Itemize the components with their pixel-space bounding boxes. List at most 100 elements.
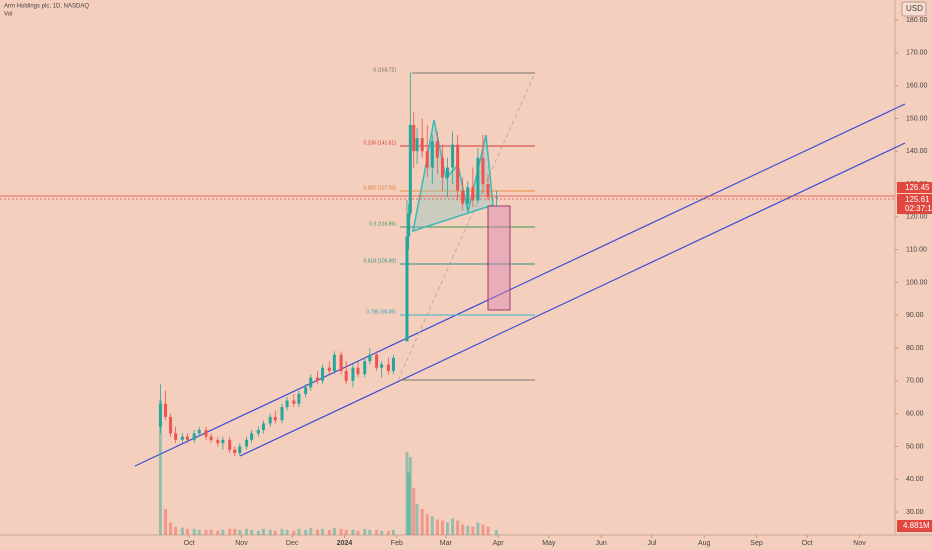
- candle-body: [412, 124, 416, 152]
- candle-body: [451, 144, 455, 168]
- y-tick-label: 160.00: [906, 82, 928, 89]
- candle-body: [466, 187, 470, 204]
- volume-bar: [174, 526, 178, 535]
- currency[interactable]: USD: [906, 4, 923, 13]
- volume-bar: [163, 509, 167, 535]
- candle-body: [332, 354, 336, 371]
- volume-bar: [209, 529, 213, 535]
- volume-bar: [169, 522, 173, 535]
- volume-bar: [273, 530, 277, 535]
- y-tick-label: 170.00: [906, 50, 928, 57]
- candle-body: [216, 439, 220, 444]
- x-tick-label: Mar: [440, 540, 453, 547]
- candle-body: [407, 213, 411, 237]
- candle-body: [435, 141, 439, 158]
- volume-bar: [285, 529, 289, 535]
- x-tick-label: Apr: [493, 540, 505, 547]
- volume-bar: [430, 516, 434, 535]
- candle-body: [440, 157, 444, 178]
- target-box: [487, 205, 511, 311]
- candle-body: [185, 436, 189, 440]
- volume-bar: [185, 528, 189, 535]
- volume-bar: [494, 529, 498, 535]
- candle-body: [304, 387, 308, 394]
- volume-bar: [412, 488, 416, 535]
- volume-bar: [446, 522, 449, 535]
- candle-body: [285, 400, 289, 408]
- x-tick-label: Nov: [853, 540, 866, 547]
- volume-bar: [405, 451, 409, 535]
- candle-body: [315, 377, 319, 381]
- countdown: 02:37:12: [905, 204, 932, 213]
- candle-body: [163, 403, 167, 417]
- volume-bar: [391, 529, 395, 535]
- candle-body: [344, 370, 348, 381]
- price-tag-text: 125.61: [905, 195, 930, 204]
- volume-bar: [375, 529, 379, 535]
- volume-bar: [280, 528, 284, 535]
- candle-body: [261, 423, 265, 431]
- candle-body: [415, 138, 419, 152]
- volume-bar: [380, 530, 384, 535]
- x-tick-label: Jun: [596, 540, 607, 547]
- volume-bar: [363, 528, 367, 535]
- y-tick-label: 30.00: [906, 509, 924, 516]
- candle-body: [174, 433, 178, 440]
- candle-body: [209, 436, 213, 440]
- candle-body: [180, 436, 184, 440]
- volume-bar: [261, 528, 265, 535]
- volume-bar: [158, 399, 162, 535]
- x-tick-label: 2024: [337, 540, 353, 547]
- volume-bar: [321, 528, 325, 535]
- candle-body: [273, 416, 277, 421]
- volume-bar: [420, 509, 424, 535]
- candle-body: [297, 393, 301, 404]
- volume-bar: [309, 527, 313, 535]
- volume-bar: [228, 528, 232, 535]
- fib-label: 0 (163.72): [373, 67, 396, 73]
- volume-bar: [486, 526, 490, 535]
- volume-bar: [216, 530, 220, 535]
- x-tick-label: Aug: [698, 540, 711, 547]
- candle-body: [256, 430, 260, 434]
- candle-body: [169, 416, 173, 434]
- candle-body: [368, 354, 372, 362]
- candle-body: [408, 124, 412, 214]
- volume-bar: [440, 520, 444, 535]
- x-tick-label: Sep: [750, 540, 763, 547]
- volume-bar: [268, 529, 272, 535]
- volume-bar: [250, 529, 254, 535]
- y-tick-label: 50.00: [906, 443, 924, 450]
- volume-bar: [451, 518, 455, 535]
- x-tick-label: Nov: [235, 540, 248, 547]
- volume-tag-text: 4.881M: [903, 521, 930, 530]
- volume-bar: [466, 525, 470, 535]
- volume-bar: [356, 530, 360, 535]
- volume-bar: [481, 524, 485, 535]
- candle-body: [197, 430, 201, 434]
- volume-bar: [344, 529, 348, 535]
- volume-bar: [315, 529, 319, 535]
- candle-body: [391, 357, 395, 371]
- volume-bar: [204, 529, 208, 535]
- candle-body: [375, 354, 379, 368]
- volume-tag: [897, 520, 932, 532]
- y-tick-label: 150.00: [906, 115, 928, 122]
- candle-body: [250, 433, 254, 440]
- volume-bar: [386, 530, 390, 535]
- candle-body: [356, 367, 360, 375]
- x-tick-label: May: [542, 540, 556, 547]
- volume-label: Vol: [4, 12, 12, 18]
- y-tick-label: 100.00: [906, 279, 928, 286]
- candle-body: [228, 439, 232, 450]
- volume-bar: [292, 530, 296, 535]
- fib-label: 0.786 (90.06): [366, 309, 396, 315]
- candle-body: [481, 157, 485, 185]
- volume-bar: [408, 457, 412, 535]
- currency-box[interactable]: [901, 1, 927, 17]
- candle-body: [245, 439, 249, 447]
- candle-body: [351, 367, 355, 381]
- trend-line: [239, 142, 906, 457]
- volume-bar: [192, 528, 196, 535]
